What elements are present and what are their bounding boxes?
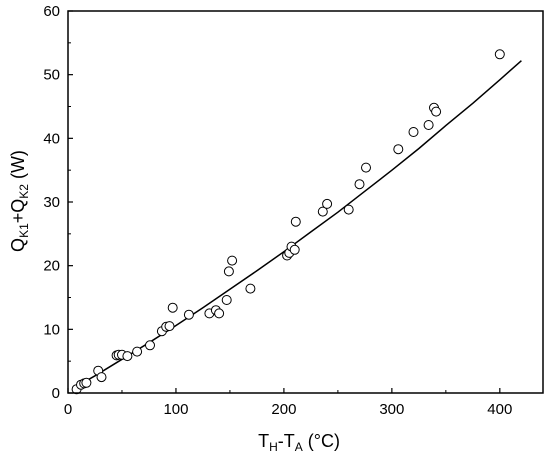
x-tick-label: 100 bbox=[163, 401, 188, 418]
data-point bbox=[393, 144, 404, 155]
data-point bbox=[96, 372, 107, 383]
data-point bbox=[122, 351, 133, 362]
data-point bbox=[322, 198, 333, 209]
data-point bbox=[423, 120, 434, 130]
ticks-layer: 0 100 200 300 400 0 10 20 30 40 50 60 bbox=[43, 3, 512, 418]
y-tick-label: 20 bbox=[43, 258, 60, 275]
y-tick-label: 40 bbox=[43, 130, 60, 147]
fit-curve-layer bbox=[73, 60, 522, 389]
data-point bbox=[361, 162, 371, 173]
data-point bbox=[317, 206, 328, 217]
data-point bbox=[167, 302, 178, 313]
y-tick-label: 50 bbox=[43, 67, 60, 84]
data-point bbox=[245, 283, 256, 294]
plot-frame bbox=[67, 10, 544, 394]
x-axis-title: TH-TA (°C) bbox=[258, 431, 340, 454]
y-tick-label: 0 bbox=[52, 385, 60, 402]
data-point bbox=[343, 204, 354, 215]
x-tick-label: 0 bbox=[64, 401, 72, 418]
x-tick-label: 300 bbox=[379, 401, 404, 418]
data-point bbox=[227, 255, 238, 266]
data-point bbox=[223, 266, 234, 277]
data-point bbox=[289, 244, 300, 255]
y-tick-label: 30 bbox=[43, 194, 60, 211]
data-point bbox=[354, 179, 365, 190]
data-point bbox=[408, 127, 419, 137]
data-point bbox=[214, 308, 225, 319]
data-point bbox=[221, 295, 232, 305]
data-point bbox=[431, 106, 442, 117]
data-point bbox=[290, 216, 301, 227]
y-axis-title: QK1+QK2 (W) bbox=[8, 150, 31, 252]
data-point bbox=[494, 49, 505, 60]
y-tick-label: 10 bbox=[43, 321, 60, 338]
data-point bbox=[132, 346, 143, 357]
data-points-layer bbox=[71, 49, 505, 395]
y-tick-label: 60 bbox=[43, 3, 60, 20]
data-point bbox=[183, 309, 194, 320]
fit-curve bbox=[73, 60, 522, 389]
data-point bbox=[81, 377, 92, 388]
data-point bbox=[164, 321, 175, 332]
data-point bbox=[145, 340, 155, 351]
x-tick-label: 400 bbox=[487, 401, 512, 418]
x-tick-label: 200 bbox=[271, 401, 296, 418]
